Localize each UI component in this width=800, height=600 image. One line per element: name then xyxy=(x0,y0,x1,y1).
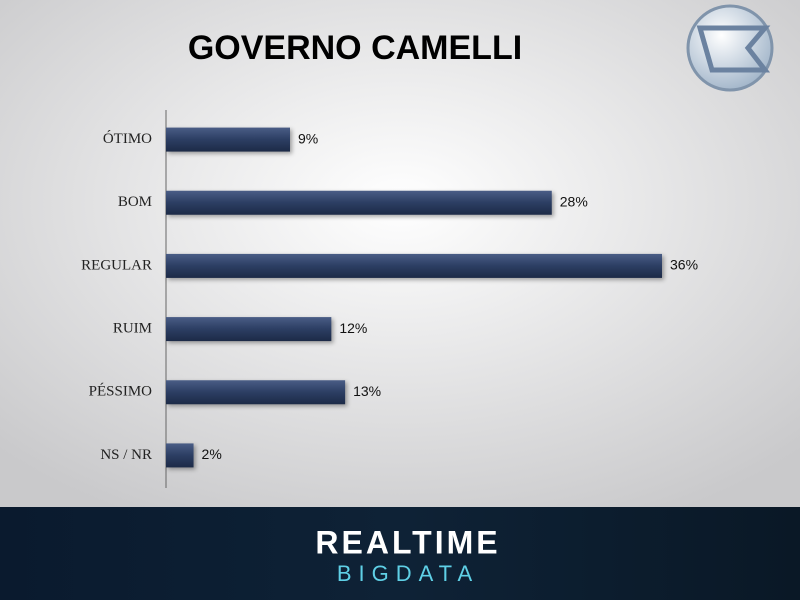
background xyxy=(0,0,800,507)
channel-logo xyxy=(686,4,774,92)
value-label: 9% xyxy=(298,130,318,146)
category-label: REGULAR xyxy=(81,257,152,273)
footer-band xyxy=(0,507,800,600)
bar xyxy=(166,253,662,278)
chart-title: GOVERNO CAMELLI xyxy=(188,29,522,67)
value-label: 2% xyxy=(202,446,222,462)
category-label: ÓTIMO xyxy=(103,130,152,147)
bar xyxy=(166,127,290,152)
footer-sub: BIGDATA xyxy=(337,561,479,586)
bar xyxy=(166,380,346,405)
bar xyxy=(166,443,194,468)
value-label: 13% xyxy=(353,383,381,399)
category-label: NS / NR xyxy=(100,447,152,463)
footer-brand: REALTIME xyxy=(315,524,500,560)
bar xyxy=(166,190,552,215)
category-label: BOM xyxy=(118,194,152,210)
category-label: PÉSSIMO xyxy=(89,383,153,400)
value-label: 28% xyxy=(560,193,588,209)
bar xyxy=(166,317,332,342)
category-label: RUIM xyxy=(113,321,152,337)
value-label: 36% xyxy=(670,257,698,273)
value-label: 12% xyxy=(339,320,367,336)
